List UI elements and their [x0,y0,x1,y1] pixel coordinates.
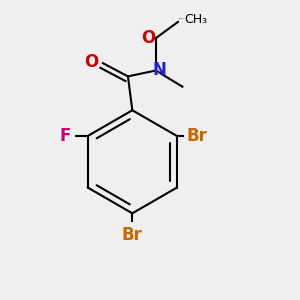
Text: O: O [141,29,156,47]
Text: O: O [84,53,98,71]
Text: Br: Br [187,127,207,145]
Text: F: F [60,127,71,145]
Text: Br: Br [122,226,143,244]
Text: CH₃: CH₃ [184,13,207,26]
Text: methoxy: methoxy [179,18,185,19]
Text: N: N [152,61,167,80]
